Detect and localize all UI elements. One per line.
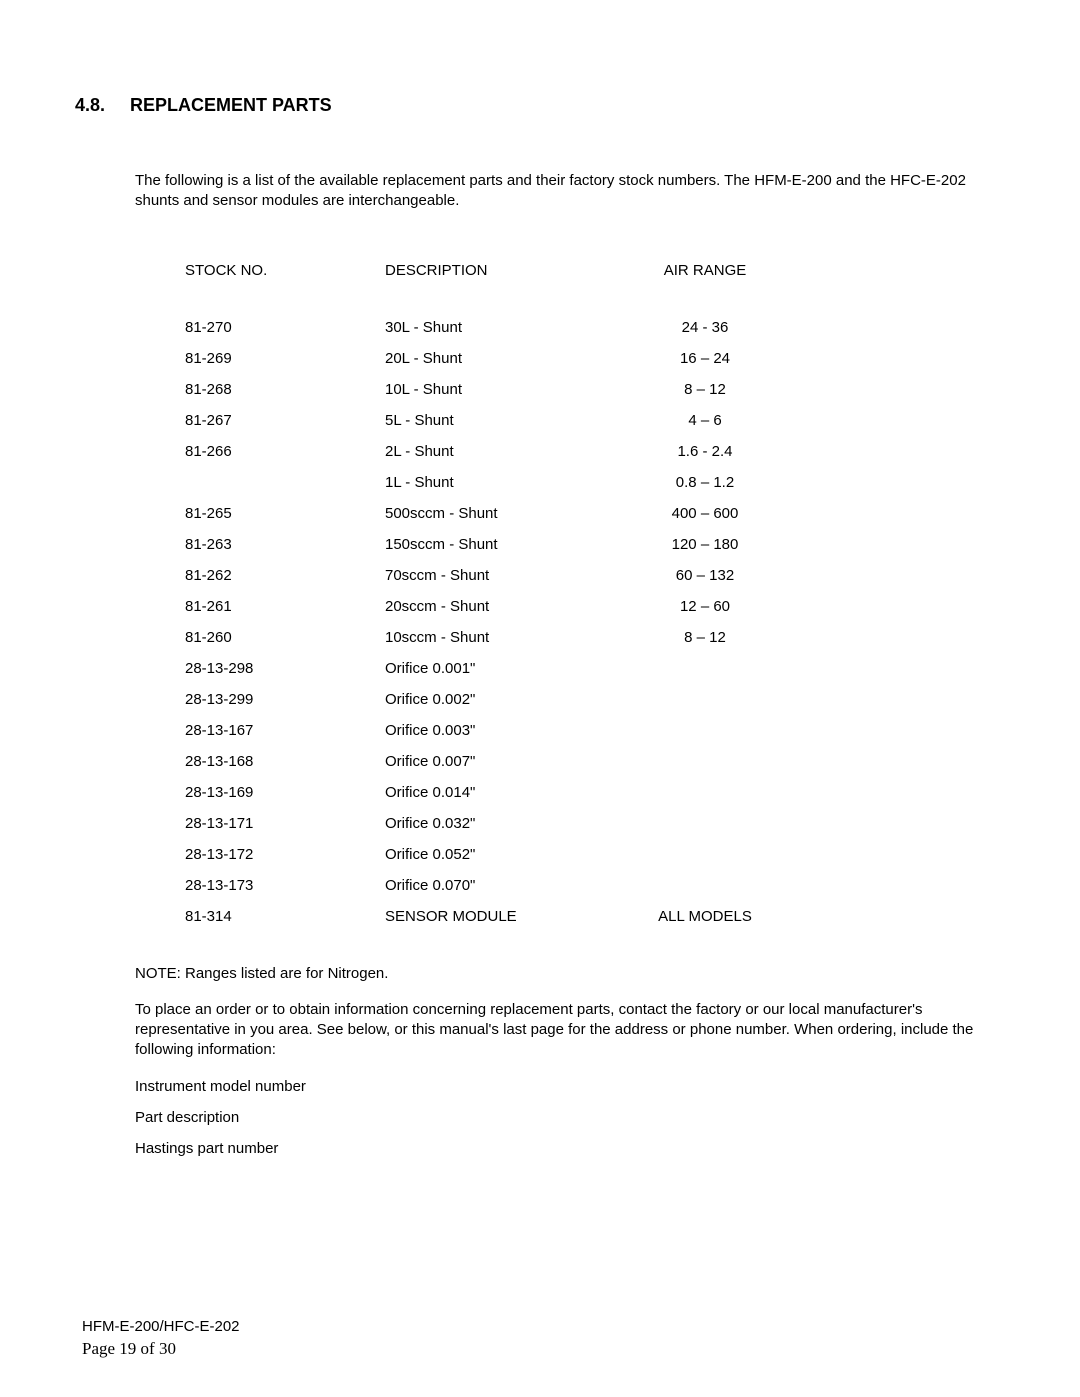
table-row: 81-314SENSOR MODULEALL MODELS [185, 908, 1005, 925]
table-row: 81-26920L - Shunt16 – 24 [185, 350, 1005, 367]
cell-description: Orifice 0.032" [385, 815, 640, 832]
table-row: 81-27030L - Shunt24 - 36 [185, 319, 1005, 336]
cell-description: 500sccm - Shunt [385, 505, 640, 522]
cell-description: 70sccm - Shunt [385, 567, 640, 584]
cell-stock: 81-268 [185, 381, 385, 398]
cell-range: 60 – 132 [640, 567, 770, 584]
cell-description: 150sccm - Shunt [385, 536, 640, 553]
cell-description: Orifice 0.052" [385, 846, 640, 863]
cell-description: Orifice 0.007" [385, 753, 640, 770]
cell-description: 10sccm - Shunt [385, 629, 640, 646]
cell-range [640, 660, 770, 677]
parts-table: STOCK NO. DESCRIPTION AIR RANGE 81-27030… [185, 262, 1005, 925]
cell-description: 10L - Shunt [385, 381, 640, 398]
cell-range: 120 – 180 [640, 536, 770, 553]
table-header-row: STOCK NO. DESCRIPTION AIR RANGE [185, 262, 1005, 279]
cell-stock: 81-263 [185, 536, 385, 553]
cell-description: 1L - Shunt [385, 474, 640, 491]
order-info: To place an order or to obtain informati… [135, 1000, 1005, 1061]
cell-stock: 28-13-169 [185, 784, 385, 801]
table-row: 28-13-167Orifice 0.003" [185, 722, 1005, 739]
cell-range: 0.8 – 1.2 [640, 474, 770, 491]
cell-range [640, 877, 770, 894]
table-row: 81-26270sccm - Shunt60 – 132 [185, 567, 1005, 584]
cell-stock: 81-260 [185, 629, 385, 646]
table-row: 81-2662L - Shunt1.6 - 2.4 [185, 443, 1005, 460]
cell-stock: 81-266 [185, 443, 385, 460]
cell-stock: 81-314 [185, 908, 385, 925]
header-stock: STOCK NO. [185, 262, 385, 279]
cell-range [640, 691, 770, 708]
cell-range: 8 – 12 [640, 381, 770, 398]
cell-range: 4 – 6 [640, 412, 770, 429]
cell-description: 30L - Shunt [385, 319, 640, 336]
table-row: 81-265500sccm - Shunt400 – 600 [185, 505, 1005, 522]
cell-range: 8 – 12 [640, 629, 770, 646]
section-title: REPLACEMENT PARTS [130, 95, 332, 116]
page-footer: HFM-E-200/HFC-E-202 Page 19 of 30 [82, 1316, 240, 1361]
cell-description: Orifice 0.001" [385, 660, 640, 677]
header-description: DESCRIPTION [385, 262, 640, 279]
note-text: NOTE: Ranges listed are for Nitrogen. [135, 965, 1005, 982]
cell-range: 1.6 - 2.4 [640, 443, 770, 460]
cell-range [640, 753, 770, 770]
cell-range: 16 – 24 [640, 350, 770, 367]
cell-range [640, 784, 770, 801]
info-line: Part description [135, 1109, 1005, 1126]
table-row: 28-13-168Orifice 0.007" [185, 753, 1005, 770]
cell-stock: 81-270 [185, 319, 385, 336]
cell-stock: 81-265 [185, 505, 385, 522]
table-row: 81-26010sccm - Shunt8 – 12 [185, 629, 1005, 646]
table-row: 81-26810L - Shunt8 – 12 [185, 381, 1005, 398]
cell-description: Orifice 0.003" [385, 722, 640, 739]
cell-description: Orifice 0.014" [385, 784, 640, 801]
cell-range: 400 – 600 [640, 505, 770, 522]
info-line: Instrument model number [135, 1078, 1005, 1095]
cell-stock: 28-13-168 [185, 753, 385, 770]
cell-range [640, 722, 770, 739]
info-line: Hastings part number [135, 1140, 1005, 1157]
footer-page: Page 19 of 30 [82, 1337, 240, 1361]
table-row: 28-13-173Orifice 0.070" [185, 877, 1005, 894]
cell-range [640, 815, 770, 832]
cell-description: 20L - Shunt [385, 350, 640, 367]
section-heading: 4.8. REPLACEMENT PARTS [75, 95, 1005, 116]
cell-stock: 81-262 [185, 567, 385, 584]
table-row: 28-13-298Orifice 0.001" [185, 660, 1005, 677]
section-number: 4.8. [75, 95, 130, 116]
cell-description: Orifice 0.070" [385, 877, 640, 894]
cell-range: 24 - 36 [640, 319, 770, 336]
cell-stock: 81-261 [185, 598, 385, 615]
cell-stock: 81-267 [185, 412, 385, 429]
cell-description: SENSOR MODULE [385, 908, 640, 925]
table-row: 81-26120sccm - Shunt12 – 60 [185, 598, 1005, 615]
cell-stock: 28-13-173 [185, 877, 385, 894]
intro-paragraph: The following is a list of the available… [135, 171, 1005, 212]
cell-stock: 28-13-298 [185, 660, 385, 677]
cell-description: 2L - Shunt [385, 443, 640, 460]
cell-stock: 28-13-299 [185, 691, 385, 708]
cell-description: 20sccm - Shunt [385, 598, 640, 615]
cell-stock [185, 474, 385, 491]
table-row: 28-13-172Orifice 0.052" [185, 846, 1005, 863]
table-row: 1L - Shunt0.8 – 1.2 [185, 474, 1005, 491]
table-body: 81-27030L - Shunt24 - 36 81-26920L - Shun… [185, 319, 1005, 925]
cell-stock: 81-269 [185, 350, 385, 367]
cell-stock: 28-13-171 [185, 815, 385, 832]
table-row: 81-2675L - Shunt4 – 6 [185, 412, 1005, 429]
table-row: 28-13-171Orifice 0.032" [185, 815, 1005, 832]
table-row: 28-13-299Orifice 0.002" [185, 691, 1005, 708]
cell-stock: 28-13-167 [185, 722, 385, 739]
footer-model: HFM-E-200/HFC-E-202 [82, 1316, 240, 1337]
cell-description: Orifice 0.002" [385, 691, 640, 708]
table-row: 28-13-169Orifice 0.014" [185, 784, 1005, 801]
cell-range: ALL MODELS [640, 908, 770, 925]
header-range: AIR RANGE [640, 262, 770, 279]
cell-range: 12 – 60 [640, 598, 770, 615]
cell-stock: 28-13-172 [185, 846, 385, 863]
cell-description: 5L - Shunt [385, 412, 640, 429]
cell-range [640, 846, 770, 863]
table-row: 81-263150sccm - Shunt120 – 180 [185, 536, 1005, 553]
